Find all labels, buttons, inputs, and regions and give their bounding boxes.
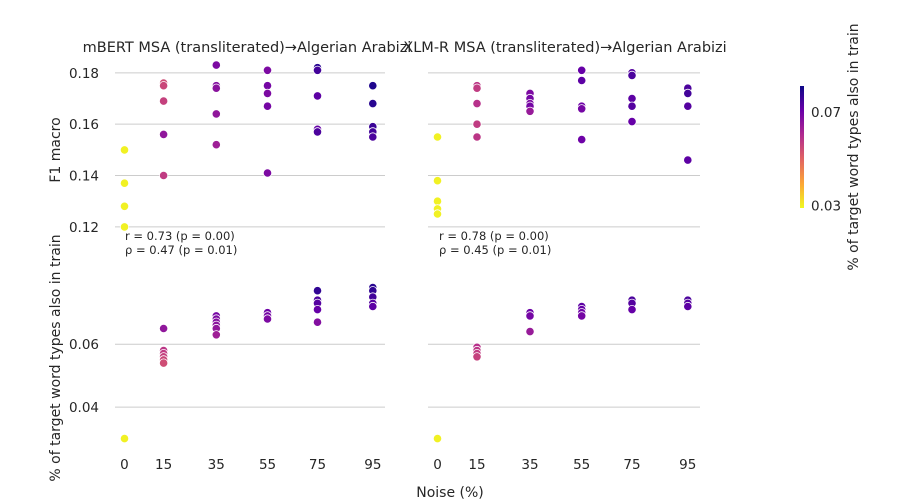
x-tick-label: 75 [623,457,640,473]
scatter-point [159,323,169,334]
x-tick-label: 15 [468,457,485,473]
annotation-mbert-pearson: r = 0.73 (p = 0.00) [125,229,235,243]
scatter-point [211,330,221,340]
scatter-point [432,209,443,219]
scatter-point [312,286,323,296]
scatter-point [627,101,637,111]
x-tick-label: 55 [573,457,590,473]
colorbar-gradient [800,86,804,208]
scatter-point [262,65,273,75]
scatter-point [119,201,130,211]
y-tick-label: 0.04 [69,400,99,416]
xlabel-noise: Noise (%) [416,485,484,500]
y-tick-label: 0.06 [69,337,99,353]
scatter-point [627,117,637,127]
scatter-point [432,196,443,206]
panel-xlmr-overlap [428,295,700,444]
scatter-point [432,132,443,142]
panel-title-xlmr: XLM-R MSA (transliterated)→Algerian Arab… [403,40,726,56]
scatter-point [312,91,323,101]
colorbar-label: % of target word types also in train [846,23,862,270]
scatter-point [262,168,273,178]
x-tick-label: 95 [364,457,381,473]
x-tick-label: 0 [120,457,129,473]
scatter-point [683,155,693,165]
colorbar-tick-label: 0.07 [811,105,841,121]
y-tick-label: 0.14 [69,169,99,185]
scatter-point [432,176,443,186]
scatter-point [368,301,378,312]
scatter-point [211,83,221,93]
scatter-point [119,222,130,232]
scatter-point [159,129,169,139]
scatter-point [312,127,323,137]
panel-mbert-f1: 0.12 0.14 0.16 0.18 [69,60,385,236]
panel-title-mbert: mBERT MSA (transliterated)→Algerian Arab… [83,40,412,56]
scatter-point [472,99,482,109]
scatter-point [525,326,535,337]
y-tick-label: 0.18 [69,66,99,82]
scatter-point [683,301,693,312]
scatter-point [577,311,587,321]
scatter-point [683,101,693,111]
scatter-point [472,83,482,93]
scatter-point [368,99,378,109]
scatter-point [262,81,273,91]
scatter-point [159,170,169,181]
scatter-point [262,314,273,324]
x-tick-label: 55 [259,457,276,473]
annotation-xlmr-pearson: r = 0.78 (p = 0.00) [439,229,549,243]
scatter-point [683,88,693,99]
scatter-point [312,317,323,327]
scatter-point [262,88,273,99]
scatter-point [262,101,273,111]
scatter-point [119,145,130,155]
scatter-point [525,106,535,116]
x-tick-label: 0 [433,457,442,473]
scatter-point [577,65,587,75]
scatter-point [211,60,221,70]
y-tick-label: 0.12 [69,220,99,236]
annotation-xlmr-spearman: ρ = 0.45 (p = 0.01) [439,243,551,257]
scatter-point [159,81,169,91]
x-tick-labels: 0 15 35 55 75 95 0 15 35 55 75 95 [120,457,696,473]
x-tick-label: 95 [679,457,696,473]
x-tick-label: 75 [309,457,326,473]
ylabel-target-word-types: % of target word types also in train [48,234,64,481]
scatter-point [472,119,482,129]
annotation-mbert-spearman: ρ = 0.47 (p = 0.01) [125,243,237,257]
colorbar: % of target word types also in train 0.0… [800,23,862,271]
colorbar-tick-label: 0.03 [811,199,841,215]
scatter-point [577,75,587,86]
x-tick-label: 35 [521,457,538,473]
panel-mbert-overlap: 0.04 0.06 [69,282,385,444]
scatter-point [432,433,443,444]
scatter-point [577,104,587,114]
scatter-point [525,311,535,321]
scatter-point [472,132,482,142]
scatter-point [368,81,378,91]
scatter-point [159,96,169,106]
scatter-point [312,65,323,75]
scatter-point [627,70,637,81]
y-tick-label: 0.16 [69,117,99,133]
scatter-point [119,433,130,444]
scatter-point [211,109,221,119]
panel-xlmr-f1 [428,65,700,228]
scatter-point [627,304,637,315]
scatter-point [627,93,637,104]
scatter-point [211,140,221,150]
ylabel-f1-macro: F1 macro [48,117,64,182]
x-tick-label: 35 [208,457,225,473]
scatter-point [368,132,378,142]
scatter-point [472,352,482,362]
scatter-point [119,178,130,188]
scatter-point [312,304,323,315]
x-tick-label: 15 [155,457,172,473]
scatter-point [159,358,169,368]
scatter-point [577,135,587,145]
